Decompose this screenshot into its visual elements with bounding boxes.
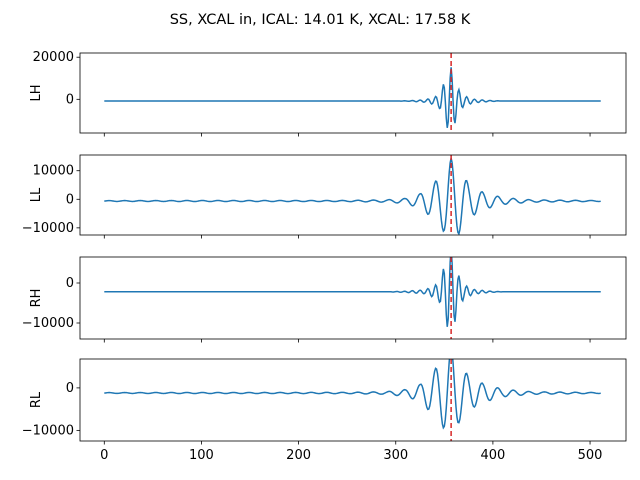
y-tick-label: 0 [66,276,74,291]
y-axis-label: LL [29,187,44,202]
axes-frame [79,52,627,134]
y-tick-label: 0 [66,92,74,107]
x-tick-label: 100 [189,448,214,463]
subplots: 0 20000 LH −10000 0 10000 LL −10000 0 RH −10000 0 0 1… [22,50,627,463]
y-tick-label: −10000 [22,423,74,438]
series-line-rh [104,257,601,327]
x-tick-label: 500 [578,448,603,463]
subplot-ll: −10000 0 10000 LL [22,154,627,239]
series-line-rl [104,359,601,430]
y-axis-label: RH [29,289,44,308]
axes-frame [79,358,627,442]
axes-frame [79,256,627,340]
y-tick-label: −10000 [22,221,74,236]
series-line-ll [104,157,601,235]
subplot-rl: −10000 0 0 100 200 300 400 500 RL [22,358,627,463]
y-tick-label: 0 [66,192,74,207]
x-tick-label: 300 [383,448,408,463]
axes-frame [79,154,627,236]
x-tick-label: 0 [100,448,108,463]
x-tick-label: 200 [286,448,311,463]
figure-title: SS, XCAL in, ICAL: 14.01 K, XCAL: 17.58 … [170,12,471,28]
y-tick-label: 0 [66,381,74,396]
y-tick-label: 10000 [33,164,74,179]
subplot-lh: 0 20000 LH [29,50,627,137]
y-tick-label: −10000 [22,316,74,331]
y-axis-label: RL [29,391,44,408]
subplot-rh: −10000 0 RH [22,256,627,343]
y-axis-label: LH [29,84,44,101]
x-tick-label: 400 [480,448,505,463]
y-tick-label: 20000 [33,50,74,65]
series-line-lh [104,67,601,128]
